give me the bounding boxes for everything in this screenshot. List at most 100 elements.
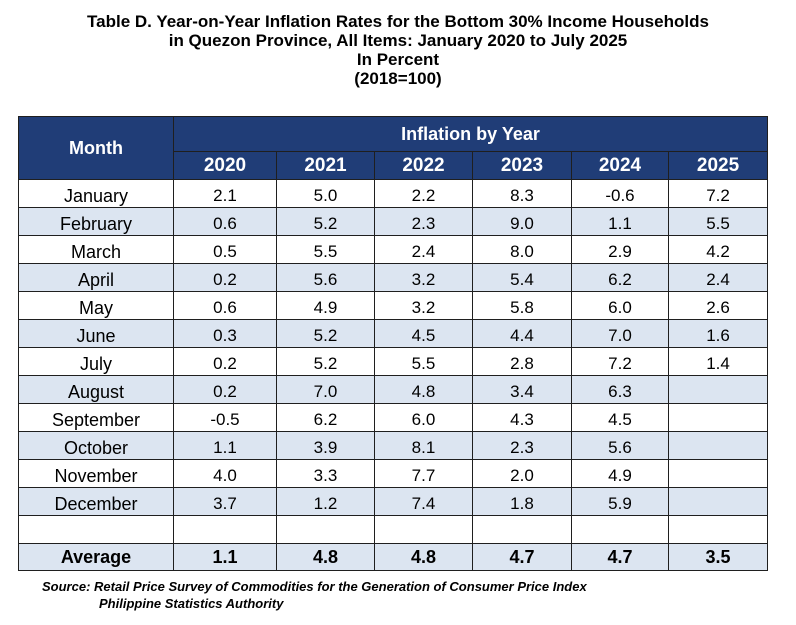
value-cell: 1.1	[571, 207, 669, 236]
value-cell: -0.5	[173, 403, 277, 432]
month-column-header: Month	[18, 116, 174, 180]
value-cell: 1.6	[667, 319, 769, 348]
month-cell: March	[18, 235, 174, 264]
table-row: September -0.5 6.2 6.0 4.3 4.5	[18, 403, 769, 432]
blank-cell	[667, 515, 769, 544]
table-row: June 0.3 5.2 4.5 4.4 7.0 1.6	[18, 319, 769, 348]
value-cell: 4.8	[374, 375, 473, 404]
value-cell: 5.5	[374, 347, 473, 376]
blank-cell	[18, 515, 174, 544]
value-cell: 7.2	[571, 347, 669, 376]
value-cell: 0.2	[173, 263, 277, 292]
value-cell: 3.2	[374, 291, 473, 320]
value-cell: 5.5	[276, 235, 375, 264]
value-cell: 2.6	[667, 291, 769, 320]
blank-cell	[173, 515, 277, 544]
value-cell	[667, 431, 769, 460]
year-header: 2022	[374, 151, 473, 180]
value-cell: 5.2	[276, 319, 375, 348]
value-cell: 5.0	[276, 179, 375, 208]
title-line-4: (2018=100)	[354, 69, 442, 88]
value-cell: 5.6	[276, 263, 375, 292]
inflation-by-year-header: Inflation by Year	[172, 116, 769, 152]
value-cell: 3.3	[276, 459, 375, 488]
month-cell: November	[18, 459, 174, 488]
value-cell: 5.6	[571, 431, 669, 460]
month-cell: May	[18, 291, 174, 320]
value-cell: 8.3	[472, 179, 572, 208]
table-row: May 0.6 4.9 3.2 5.8 6.0 2.6	[18, 291, 769, 320]
month-cell: December	[18, 487, 174, 516]
value-cell	[667, 403, 769, 432]
value-cell: 2.8	[472, 347, 572, 376]
title-line-3: In Percent	[356, 50, 440, 69]
value-cell: 6.0	[571, 291, 669, 320]
value-cell: 2.1	[173, 179, 277, 208]
value-cell: 1.8	[472, 487, 572, 516]
value-cell: 0.2	[173, 347, 277, 376]
year-header: 2025	[667, 151, 769, 180]
value-cell: 0.6	[173, 207, 277, 236]
year-header: 2024	[571, 151, 669, 180]
average-value: 3.5	[667, 543, 769, 571]
average-value: 4.7	[472, 543, 572, 571]
source-note: Source: Retail Price Survey of Commoditi…	[42, 578, 587, 612]
average-label: Average	[18, 543, 174, 571]
month-cell: September	[18, 403, 174, 432]
value-cell: 0.3	[173, 319, 277, 348]
table-title: Table D. Year-on-Year Inflation Rates fo…	[0, 12, 796, 88]
year-header: 2020	[173, 151, 277, 180]
value-cell: 6.0	[374, 403, 473, 432]
value-cell: 2.0	[472, 459, 572, 488]
table-row: July 0.2 5.2 5.5 2.8 7.2 1.4	[18, 347, 769, 376]
table-row: February 0.6 5.2 2.3 9.0 1.1 5.5	[18, 207, 769, 236]
value-cell: 7.0	[276, 375, 375, 404]
source-line-1: Source: Retail Price Survey of Commoditi…	[42, 579, 587, 594]
table-row: November 4.0 3.3 7.7 2.0 4.9	[18, 459, 769, 488]
blank-cell	[276, 515, 375, 544]
value-cell: 4.5	[374, 319, 473, 348]
value-cell: 6.2	[276, 403, 375, 432]
table-row: January 2.1 5.0 2.2 8.3 -0.6 7.2	[18, 179, 769, 208]
value-cell: 2.3	[472, 431, 572, 460]
table-header: Month Inflation by Year 2020 2021 2022 2023…	[18, 116, 769, 180]
year-header: 2023	[472, 151, 572, 180]
source-line-2: Philippine Statistics Authority	[99, 596, 284, 611]
value-cell: 0.5	[173, 235, 277, 264]
value-cell: 4.3	[472, 403, 572, 432]
value-cell: 1.4	[667, 347, 769, 376]
month-cell: January	[18, 179, 174, 208]
value-cell	[667, 375, 769, 404]
value-cell: 8.1	[374, 431, 473, 460]
value-cell: 5.2	[276, 347, 375, 376]
value-cell: 6.2	[571, 263, 669, 292]
average-value: 1.1	[173, 543, 277, 571]
value-cell: 7.2	[667, 179, 769, 208]
value-cell: 7.4	[374, 487, 473, 516]
value-cell: 6.3	[571, 375, 669, 404]
average-row: Average 1.1 4.8 4.8 4.7 4.7 3.5	[18, 543, 769, 571]
table-row: October 1.1 3.9 8.1 2.3 5.6	[18, 431, 769, 460]
value-cell: 2.4	[667, 263, 769, 292]
value-cell: 8.0	[472, 235, 572, 264]
month-cell: February	[18, 207, 174, 236]
value-cell: 5.2	[276, 207, 375, 236]
value-cell: 5.8	[472, 291, 572, 320]
value-cell: 5.5	[667, 207, 769, 236]
value-cell: 3.7	[173, 487, 277, 516]
value-cell: 7.0	[571, 319, 669, 348]
table-body: January 2.1 5.0 2.2 8.3 -0.6 7.2 February 0.6 5.2…	[18, 179, 769, 571]
value-cell: 5.4	[472, 263, 572, 292]
month-cell: April	[18, 263, 174, 292]
month-cell: July	[18, 347, 174, 376]
title-line-2: in Quezon Province, All Items: January 2…	[168, 31, 628, 50]
blank-cell	[571, 515, 669, 544]
value-cell: 1.1	[173, 431, 277, 460]
table-row: April 0.2 5.6 3.2 5.4 6.2 2.4	[18, 263, 769, 292]
value-cell: 3.9	[276, 431, 375, 460]
value-cell: 0.6	[173, 291, 277, 320]
value-cell: 4.9	[571, 459, 669, 488]
value-cell: 4.4	[472, 319, 572, 348]
value-cell: 1.2	[276, 487, 375, 516]
title-line-1: Table D. Year-on-Year Inflation Rates fo…	[87, 12, 709, 31]
